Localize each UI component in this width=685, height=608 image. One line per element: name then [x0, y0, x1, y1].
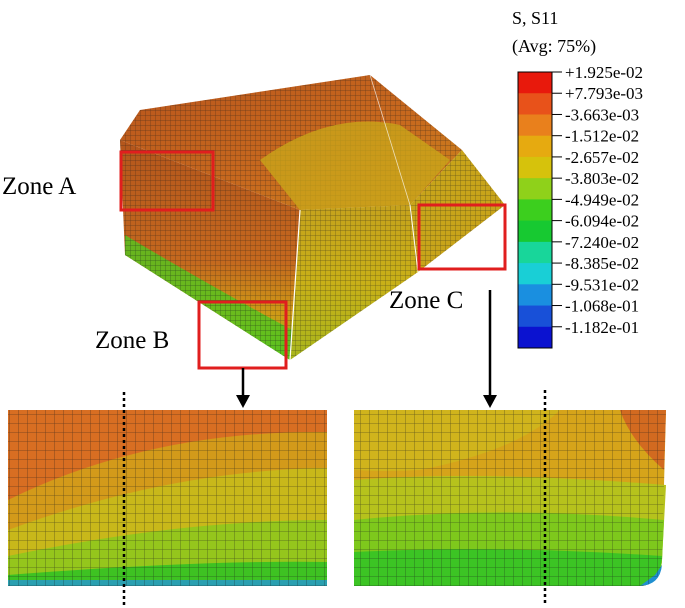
zone-b-arrow	[236, 368, 250, 408]
legend-swatch	[518, 93, 552, 115]
legend-value-label: -6.094e-02	[565, 212, 639, 231]
legend-value-label: -4.949e-02	[565, 190, 639, 209]
legend-swatch	[518, 199, 552, 222]
legend-value-label: +7.793e-03	[565, 84, 643, 103]
legend-value-label: -9.531e-02	[565, 275, 639, 294]
legend-value-label: -1.512e-02	[565, 127, 639, 146]
legend-swatch	[518, 178, 552, 200]
legend-swatch	[518, 72, 552, 94]
legend-value-label: -3.663e-03	[565, 105, 639, 124]
zone-c-arrow	[483, 290, 497, 408]
legend-swatch	[518, 241, 552, 264]
stress-legend: S, S11 (Avg: 75%) +1.925e-02 +7.793e-03 -3…	[512, 8, 643, 349]
legend-value-labels: +1.925e-02 +7.793e-03 -3.663e-03 -1.512e-02…	[552, 63, 643, 337]
legend-subtitle: (Avg: 75%)	[512, 36, 596, 57]
zone-c-label: Zone C	[389, 287, 463, 314]
zone-a-label: Zone A	[2, 173, 76, 200]
legend-color-bar	[517, 71, 553, 349]
mesh-part-3d	[120, 74, 505, 361]
legend-swatch	[518, 156, 552, 179]
legend-swatch	[518, 326, 552, 349]
legend-value-label: -8.385e-02	[565, 254, 639, 273]
legend-value-label: +1.925e-02	[565, 63, 643, 82]
legend-swatch	[518, 114, 552, 137]
zone-b-label: Zone B	[95, 327, 169, 354]
legend-swatch	[518, 263, 552, 285]
legend-value-label: -3.803e-02	[565, 169, 639, 188]
legend-value-label: -7.240e-02	[565, 233, 639, 252]
zone-a-box	[119, 150, 215, 212]
legend-swatch	[518, 220, 552, 243]
zone-b-detail-view	[8, 392, 327, 606]
part-top-yellow-region	[260, 121, 450, 210]
legend-value-label: -2.657e-02	[565, 148, 639, 167]
legend-swatch	[518, 135, 552, 158]
legend-value-label: -1.182e-01	[565, 318, 639, 337]
legend-value-label: -1.068e-01	[565, 297, 639, 316]
legend-swatch	[518, 305, 552, 328]
legend-title: S, S11	[512, 8, 558, 28]
legend-swatch	[518, 284, 552, 307]
zone-c-box	[417, 203, 507, 271]
zone-c-detail-view	[354, 390, 666, 606]
legend-bar-border	[517, 71, 553, 349]
